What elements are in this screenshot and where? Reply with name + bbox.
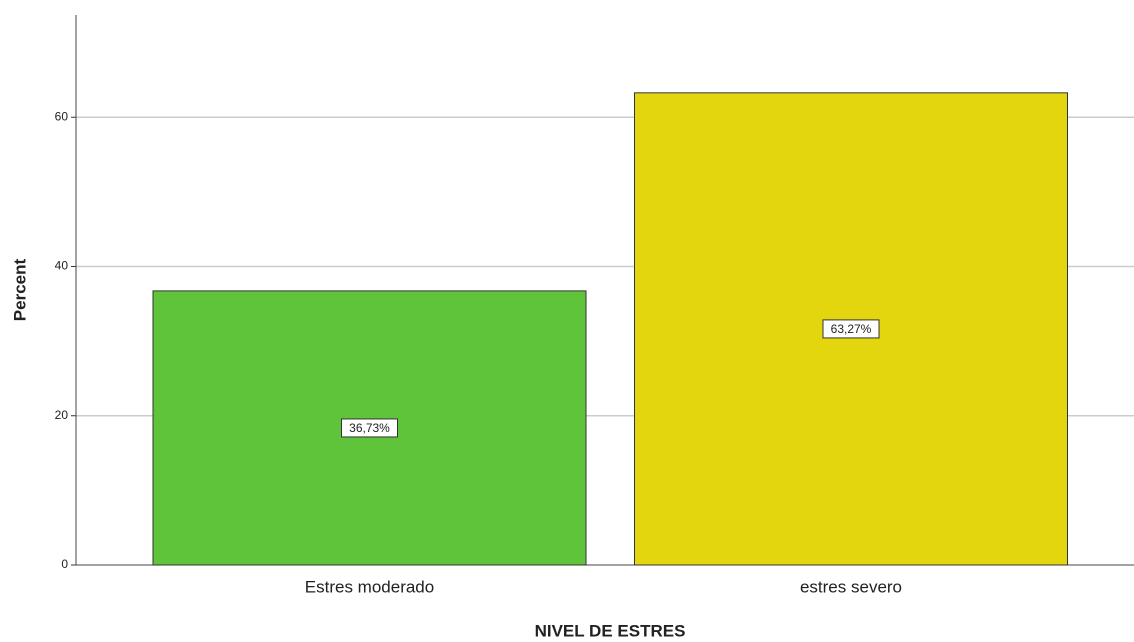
y-tick-label: 40: [55, 259, 69, 273]
x-tick-label: estres severo: [800, 577, 902, 596]
data-label-box: [341, 418, 398, 438]
x-axis-title: NIVEL DE ESTRES: [535, 621, 686, 640]
y-axis-title: Percent: [10, 258, 29, 321]
y-tick-label: 60: [55, 109, 69, 123]
x-tick-label: Estres moderado: [305, 577, 434, 596]
data-label: 36,73%: [349, 421, 390, 435]
data-label-box: [822, 319, 880, 339]
bar: [152, 290, 587, 566]
data-label: 63,27%: [831, 322, 872, 336]
y-tick-label: 0: [61, 557, 68, 571]
y-tick-label: 20: [55, 408, 69, 422]
